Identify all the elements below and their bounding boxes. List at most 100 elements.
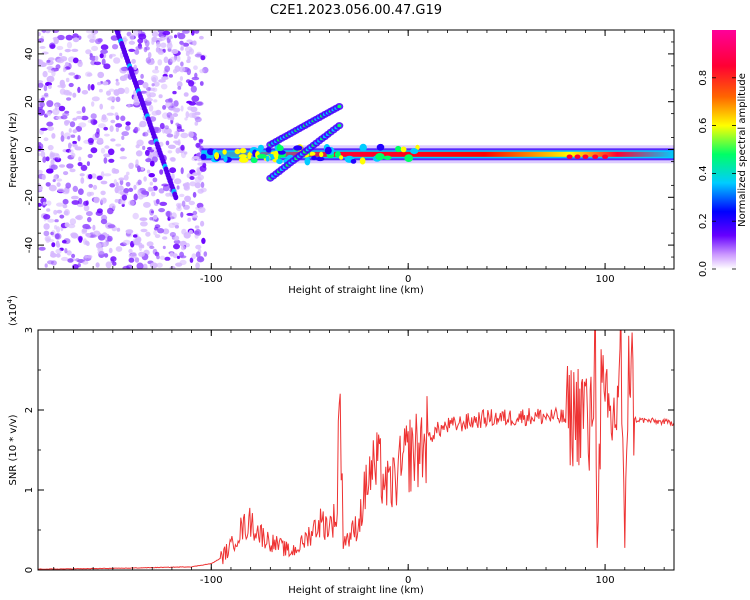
noise-speck — [115, 143, 122, 147]
noise-speck — [103, 63, 111, 70]
noise-speck — [194, 233, 199, 239]
noise-speck — [157, 59, 163, 66]
noise-speck — [56, 182, 61, 188]
noise-speck — [78, 122, 87, 128]
noise-speck — [137, 179, 142, 186]
noise-speck — [77, 235, 83, 242]
noise-speck — [44, 92, 49, 97]
noise-speck — [100, 116, 109, 123]
noise-speck — [42, 70, 48, 78]
noise-speck — [133, 64, 138, 71]
noise-speck — [146, 86, 151, 91]
noise-speck — [162, 105, 167, 110]
noise-speck — [160, 83, 168, 90]
noise-speck — [128, 248, 133, 254]
noise-speck — [100, 49, 108, 54]
noise-speck — [197, 162, 203, 166]
noise-speck — [81, 115, 89, 121]
noise-speck — [43, 84, 48, 92]
y-tick-label: -40 — [24, 237, 35, 253]
noise-speck — [42, 30, 46, 34]
noise-speck — [106, 90, 111, 96]
noise-speck — [115, 115, 120, 121]
noise-speck — [67, 136, 71, 140]
noise-speck — [120, 147, 125, 152]
noise-speck — [109, 125, 114, 132]
noise-speck — [98, 123, 106, 129]
noise-speck — [154, 224, 161, 229]
noise-speck — [157, 50, 164, 55]
noise-speck — [72, 117, 78, 121]
noise-speck — [97, 71, 105, 79]
band-blob — [276, 145, 284, 152]
noise-speck — [179, 40, 184, 45]
noise-speck — [59, 88, 66, 95]
noise-speck — [163, 56, 169, 64]
noise-speck — [168, 74, 173, 78]
noise-speck — [64, 248, 68, 254]
noise-speck — [152, 152, 158, 157]
noise-speck — [172, 113, 179, 117]
noise-speck — [84, 226, 92, 230]
noise-speck — [134, 257, 140, 263]
noise-speck — [189, 176, 195, 180]
noise-speck — [149, 208, 155, 216]
noise-speck — [194, 30, 200, 34]
noise-speck — [72, 37, 80, 43]
noise-speck — [159, 36, 166, 41]
spectrogram-axes: -100 0 100 -40 -20 0 20 40 — [24, 30, 674, 285]
noise-speck — [169, 232, 176, 237]
noise-speck — [180, 144, 185, 151]
noise-speck — [142, 82, 149, 89]
noise-speck — [180, 167, 184, 175]
noise-speck — [46, 75, 55, 83]
noise-speck — [117, 185, 124, 191]
noise-speck — [67, 223, 76, 229]
noise-speck — [181, 200, 186, 207]
noise-speck — [148, 104, 154, 112]
noise-speck — [193, 65, 198, 70]
noise-speck — [140, 167, 145, 171]
noise-speck — [38, 184, 43, 192]
noise-speck — [128, 253, 132, 259]
noise-speck — [72, 92, 77, 98]
noise-speck — [69, 218, 77, 225]
noise-speck — [53, 157, 59, 161]
noise-speck — [95, 38, 102, 45]
noise-speck — [80, 164, 88, 171]
y-tick-label: -20 — [24, 189, 35, 205]
noise-speck — [125, 125, 131, 131]
noise-speck — [161, 76, 169, 81]
noise-speck — [151, 83, 155, 87]
noise-speck — [63, 210, 69, 216]
noise-speck — [123, 188, 130, 194]
band-blob — [265, 155, 270, 162]
noise-speck — [51, 242, 56, 248]
noise-speck — [177, 139, 181, 146]
noise-speck — [191, 112, 197, 119]
noise-speck — [173, 100, 179, 107]
noise-speck — [65, 34, 73, 41]
noise-speck — [86, 254, 93, 259]
branch-core — [337, 104, 342, 109]
noise-speck — [43, 214, 51, 220]
noise-speck — [194, 225, 200, 229]
noise-speck — [176, 126, 183, 132]
noise-speck — [50, 164, 58, 170]
noise-speck — [174, 224, 179, 229]
noise-speck — [179, 193, 185, 198]
noise-speck — [44, 263, 48, 268]
noise-speck — [130, 252, 137, 259]
colorbar-gradient — [712, 30, 736, 269]
noise-speck — [143, 176, 147, 182]
noise-speck — [140, 73, 144, 79]
noise-speck — [164, 65, 171, 73]
noise-speck — [46, 121, 54, 127]
x-tick-label: 0 — [405, 575, 411, 586]
noise-speck — [75, 74, 79, 80]
noise-speck — [192, 172, 199, 177]
noise-speck — [155, 47, 159, 53]
noise-speck — [186, 59, 191, 64]
noise-speck — [69, 168, 76, 173]
